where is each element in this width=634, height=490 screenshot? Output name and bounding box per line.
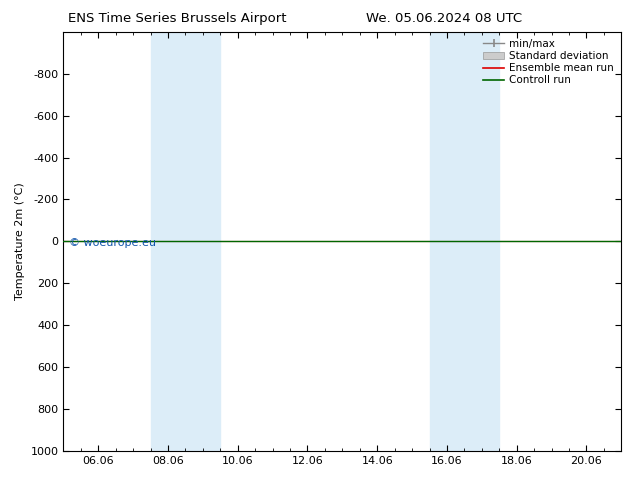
Text: © woeurope.eu: © woeurope.eu: [69, 239, 156, 248]
Bar: [150, 32, 221, 451]
Text: We. 05.06.2024 08 UTC: We. 05.06.2024 08 UTC: [366, 12, 522, 25]
Legend: min/max, Standard deviation, Ensemble mean run, Controll run: min/max, Standard deviation, Ensemble me…: [481, 37, 616, 88]
Y-axis label: Temperature 2m (°C): Temperature 2m (°C): [15, 182, 25, 300]
Text: ENS Time Series Brussels Airport: ENS Time Series Brussels Airport: [68, 12, 287, 25]
Bar: [429, 32, 500, 451]
